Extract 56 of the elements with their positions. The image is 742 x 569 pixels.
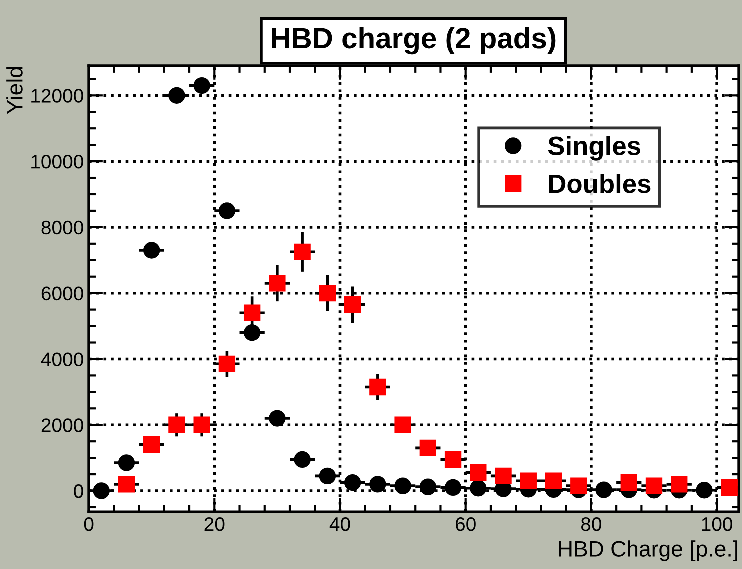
point (269, 275, 286, 292)
point (696, 482, 713, 499)
point (344, 296, 362, 314)
x-tick-label: 60 (456, 517, 476, 532)
legend-label: Doubles (549, 174, 651, 194)
point (319, 468, 336, 485)
point (370, 378, 386, 396)
legend-label: Singles (548, 136, 640, 161)
point (444, 451, 462, 468)
point (495, 468, 512, 485)
point (168, 87, 186, 104)
y-tick-label: 0 (74, 484, 84, 498)
chart-title: HBD charge (2 pads) (272, 27, 556, 55)
point (344, 474, 362, 492)
x-tick-label: 80 (581, 517, 602, 532)
point (470, 480, 487, 497)
point (244, 324, 261, 342)
point (218, 202, 236, 220)
point (319, 285, 336, 302)
y-tick-label: 8000 (42, 220, 84, 235)
point (721, 479, 738, 496)
point (370, 476, 386, 493)
point (118, 454, 136, 472)
point (269, 410, 286, 427)
y-tick-label: 10000 (32, 155, 84, 169)
x-tick-label: 20 (204, 517, 225, 532)
point (394, 478, 412, 494)
point (596, 482, 612, 498)
point (520, 472, 537, 490)
point (570, 478, 588, 494)
x-tick-label: 100 (702, 517, 733, 532)
y-axis-title: Yield (6, 67, 23, 114)
y-tick-label: 12000 (32, 89, 84, 103)
point (420, 440, 436, 457)
x-axis-title: HBD Charge [p.e.] (559, 540, 738, 562)
point (144, 242, 160, 259)
x-tick-label: 0 (84, 517, 94, 532)
y-tick-label: 6000 (42, 286, 84, 301)
point (420, 478, 436, 496)
point (294, 244, 311, 260)
point (470, 464, 487, 482)
point (244, 304, 261, 322)
point (218, 356, 236, 373)
point (118, 476, 136, 493)
point (444, 479, 462, 496)
point (168, 416, 186, 434)
x-tick-label: 40 (330, 517, 350, 532)
point (93, 482, 110, 500)
point (294, 451, 311, 468)
point (194, 77, 210, 94)
y-tick-label: 4000 (41, 352, 84, 366)
point (144, 436, 160, 454)
point (545, 472, 562, 490)
y-tick-label: 2000 (42, 418, 84, 432)
point (394, 416, 412, 434)
point (194, 416, 210, 434)
